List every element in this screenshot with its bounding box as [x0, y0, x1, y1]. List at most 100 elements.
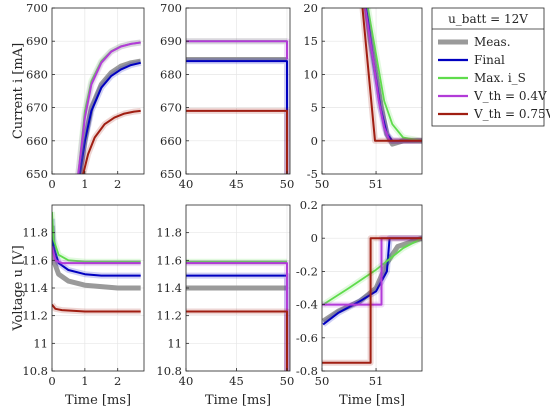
xlabel-left: Time [ms]	[65, 393, 131, 408]
series-group	[322, 235, 422, 366]
x-tick-label: 45	[229, 177, 244, 191]
legend-box	[431, 7, 545, 127]
y-tick-label: 11.6	[156, 253, 182, 267]
x-tick-label: 50	[315, 177, 330, 191]
y-tick-label: 15	[303, 34, 318, 48]
series-line-v-th-0-4v	[186, 40, 288, 60]
series-line-v-th-0-75v	[322, 237, 422, 364]
series-glow-v-th-0-4v	[52, 245, 141, 267]
y-tick-label: 0.2	[300, 198, 318, 212]
series-group	[359, 8, 422, 147]
series-line-max-i-s	[322, 237, 422, 306]
y-tick-label: 20	[303, 1, 318, 15]
y-tick-label: 690	[26, 34, 48, 48]
y-tick-label: 10	[303, 67, 318, 81]
series-line-v-th-0-4v	[52, 246, 141, 265]
y-tick-label: 11.4	[22, 281, 48, 295]
y-tick-label: 11.8	[22, 226, 48, 240]
legend-label-final: Final	[474, 53, 505, 67]
x-tick-label: 51	[369, 177, 384, 191]
y-tick-label: 0	[311, 134, 318, 148]
series-group	[186, 38, 290, 174]
series-line-max-i-s	[52, 211, 141, 263]
x-tick-label: 1	[81, 374, 88, 388]
series-group	[52, 211, 141, 315]
series-line-v-th-0-75v	[52, 303, 141, 313]
panel-4: 10.8 11 11.2 11.4 11.6 11.8 40 45 50	[156, 204, 295, 388]
y-tick-label: 10.8	[156, 364, 182, 378]
series-group	[186, 258, 290, 371]
series-line-v-th-0-4v	[77, 41, 141, 174]
series-line-final	[52, 218, 141, 277]
series-line-meas	[52, 225, 141, 291]
axes-box	[51, 7, 145, 175]
y-tick-label: 670	[160, 101, 182, 115]
series-glow-v-th-0-75v	[322, 235, 422, 366]
x-tick-label: 50	[315, 374, 330, 388]
x-tick-label: 45	[229, 374, 244, 388]
y-tick-label: -5	[307, 167, 318, 181]
x-tick-label: 50	[280, 177, 295, 191]
y-tick-label: 650	[26, 167, 48, 181]
legend: u_batt = 12V Meas. Final Max. i_S V_th = 0.…	[431, 7, 550, 127]
panels-layer: 650 660 670 680 690 700 0 1 2 650 660 670 680 690 700 4…	[22, 1, 423, 388]
panel-1: 650 660 670 680 690 700 40 45 50	[160, 1, 294, 191]
y-tick-label: 650	[160, 167, 182, 181]
y-tick-label: -0.4	[296, 298, 318, 312]
legend-label-v-th-0-4v: V_th = 0.4V	[473, 89, 547, 103]
x-tick-label: 51	[369, 374, 384, 388]
y-tick-label: 0	[311, 231, 318, 245]
axes-box	[321, 204, 423, 372]
y-tick-label: 670	[26, 101, 48, 115]
y-tick-label: 11.4	[156, 281, 182, 295]
xlabel-middle: Time [ms]	[205, 393, 271, 408]
panel-0: 650 660 670 680 690 700 0 1 2	[26, 1, 145, 191]
y-tick-label: -0.2	[296, 264, 318, 278]
legend-items: Meas. Final Max. i_S V_th = 0.4V V_th = 0.75…	[438, 35, 550, 121]
series-line-final	[78, 61, 141, 174]
y-tick-label: 11.2	[22, 309, 48, 323]
y-tick-label: -0.6	[296, 331, 318, 345]
series-line-v-th-0-75v	[82, 109, 141, 174]
x-tick-label: 50	[280, 374, 295, 388]
ylabel-current: Current i [mA]	[11, 43, 26, 139]
ylabel-voltage: Voltage u [V]	[11, 245, 26, 331]
x-tick-label: 40	[179, 177, 194, 191]
y-tick-label: 11.8	[156, 226, 182, 240]
x-tick-label: 2	[114, 177, 121, 191]
x-tick-label: 0	[48, 374, 55, 388]
y-tick-label: 680	[160, 67, 182, 81]
legend-label-meas: Meas.	[474, 35, 511, 49]
series-line-meas	[322, 235, 422, 324]
x-tick-label: 0	[48, 177, 55, 191]
series-line-v-th-0-75v	[186, 310, 288, 371]
series-glow-max-i-s	[52, 211, 141, 265]
y-tick-label: 5	[311, 101, 318, 115]
x-tick-label: 2	[114, 374, 121, 388]
series-line-max-i-s	[367, 8, 422, 142]
y-tick-label: 680	[26, 67, 48, 81]
axes-box	[321, 7, 423, 175]
panel-5: -0.8 -0.6 -0.4 -0.2 0 0.2 50 51	[296, 198, 423, 388]
series-line-v-th-0-75v	[361, 8, 422, 142]
legend-title: u_batt = 12V	[448, 12, 528, 26]
y-tick-label: 11	[33, 336, 48, 350]
xlabel-right: Time [ms]	[339, 393, 405, 408]
panel-2: -5 0 5 10 15 20 50 51	[303, 1, 423, 191]
y-tick-label: 660	[26, 134, 48, 148]
legend-label-max-i-s: Max. i_S	[474, 71, 526, 85]
y-tick-label: 10.8	[22, 364, 48, 378]
y-tick-label: 660	[160, 134, 182, 148]
y-tick-label: 700	[160, 1, 182, 15]
axes-box	[185, 7, 291, 175]
x-tick-label: 40	[179, 374, 194, 388]
x-tick-label: 1	[81, 177, 88, 191]
legend-label-v-th-0-75v: V_th = 0.75V	[473, 107, 550, 121]
y-tick-label: -0.8	[296, 364, 318, 378]
y-tick-label: 690	[160, 34, 182, 48]
series-line-v-th-0-75v	[186, 109, 288, 174]
y-tick-label: 11.2	[156, 309, 182, 323]
y-tick-label: 11.6	[22, 253, 48, 267]
y-tick-label: 700	[26, 1, 48, 15]
